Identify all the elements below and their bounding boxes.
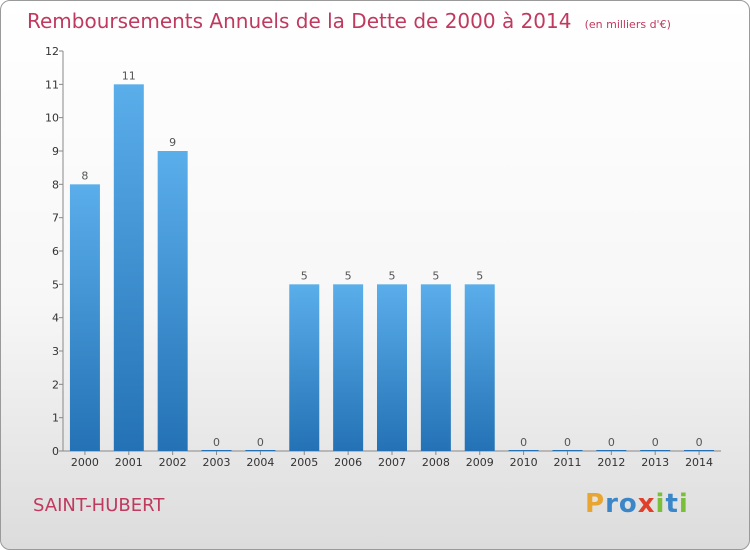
bar-2000 xyxy=(69,184,100,452)
x-tick-label-2011: 2011 xyxy=(553,456,581,469)
value-label-2000: 8 xyxy=(81,169,88,182)
bar-2014 xyxy=(684,450,715,451)
value-label-2002: 9 xyxy=(169,136,176,149)
y-tick-label: 9 xyxy=(52,145,59,158)
y-tick-label: 6 xyxy=(52,245,59,258)
x-tick-label-2001: 2001 xyxy=(115,456,143,469)
bar-2003 xyxy=(201,450,232,451)
x-tick-label-2009: 2009 xyxy=(466,456,494,469)
value-label-2006: 5 xyxy=(345,269,352,282)
bar-2009 xyxy=(464,284,495,451)
value-label-2001: 11 xyxy=(122,69,136,82)
value-label-2008: 5 xyxy=(432,269,439,282)
y-tick-label: 11 xyxy=(45,78,59,91)
bar-2001 xyxy=(113,84,144,451)
x-tick-label-2014: 2014 xyxy=(685,456,713,469)
chart-title-text: Remboursements Annuels de la Dette de 20… xyxy=(27,9,572,33)
y-tick-label: 8 xyxy=(52,178,59,191)
y-tick-label: 2 xyxy=(52,378,59,391)
bar-2010 xyxy=(508,450,539,451)
y-tick-label: 10 xyxy=(45,112,59,125)
bar-2011 xyxy=(552,450,583,451)
y-tick-label: 3 xyxy=(52,345,59,358)
x-tick-label-2005: 2005 xyxy=(290,456,318,469)
chart-unit-text: (en milliers d'€) xyxy=(584,18,671,31)
bar-2013 xyxy=(640,450,671,451)
y-tick-label: 7 xyxy=(52,212,59,225)
y-tick-label: 1 xyxy=(52,412,59,425)
x-tick-label-2007: 2007 xyxy=(378,456,406,469)
value-label-2007: 5 xyxy=(389,269,396,282)
bar-2007 xyxy=(377,284,407,451)
x-tick-label-2006: 2006 xyxy=(334,456,362,469)
chart-title: Remboursements Annuels de la Dette de 20… xyxy=(27,9,671,33)
y-tick-label: 5 xyxy=(52,278,59,291)
bar-2006 xyxy=(333,284,364,451)
x-tick-label-2013: 2013 xyxy=(641,456,669,469)
value-label-2012: 0 xyxy=(608,436,615,449)
logo-letter: x xyxy=(637,489,656,519)
value-label-2009: 5 xyxy=(476,269,483,282)
x-tick-label-2003: 2003 xyxy=(203,456,231,469)
x-tick-label-2012: 2012 xyxy=(597,456,625,469)
x-tick-label-2008: 2008 xyxy=(422,456,450,469)
bar-2004 xyxy=(245,450,276,451)
chart-labels: 0123456789101112820001120019200202003020… xyxy=(45,45,713,469)
y-tick-label: 4 xyxy=(52,312,59,325)
value-label-2011: 0 xyxy=(564,436,571,449)
value-label-2014: 0 xyxy=(696,436,703,449)
logo-letter: i xyxy=(678,489,689,519)
x-tick-label-2002: 2002 xyxy=(159,456,187,469)
logo-letter: P xyxy=(585,489,606,519)
bar-2012 xyxy=(596,450,627,451)
x-tick-label-2000: 2000 xyxy=(71,456,99,469)
value-label-2005: 5 xyxy=(301,269,308,282)
bar-2005 xyxy=(289,284,320,451)
value-label-2004: 0 xyxy=(257,436,264,449)
x-tick-label-2010: 2010 xyxy=(510,456,538,469)
x-tick-label-2004: 2004 xyxy=(246,456,274,469)
y-tick-label: 0 xyxy=(52,445,59,458)
place-name: SAINT-HUBERT xyxy=(33,495,165,516)
logo-letter: t xyxy=(665,489,679,519)
chart-bars xyxy=(69,84,715,452)
value-label-2003: 0 xyxy=(213,436,220,449)
value-label-2013: 0 xyxy=(652,436,659,449)
logo-letter: r xyxy=(605,489,619,519)
bar-2002 xyxy=(157,151,188,451)
logo-letter: i xyxy=(655,489,666,519)
logo-letter: o xyxy=(618,489,638,519)
bar-2008 xyxy=(420,284,451,451)
value-label-2010: 0 xyxy=(520,436,527,449)
y-tick-label: 12 xyxy=(45,45,59,58)
proxiti-logo: Proxiti xyxy=(585,489,689,519)
